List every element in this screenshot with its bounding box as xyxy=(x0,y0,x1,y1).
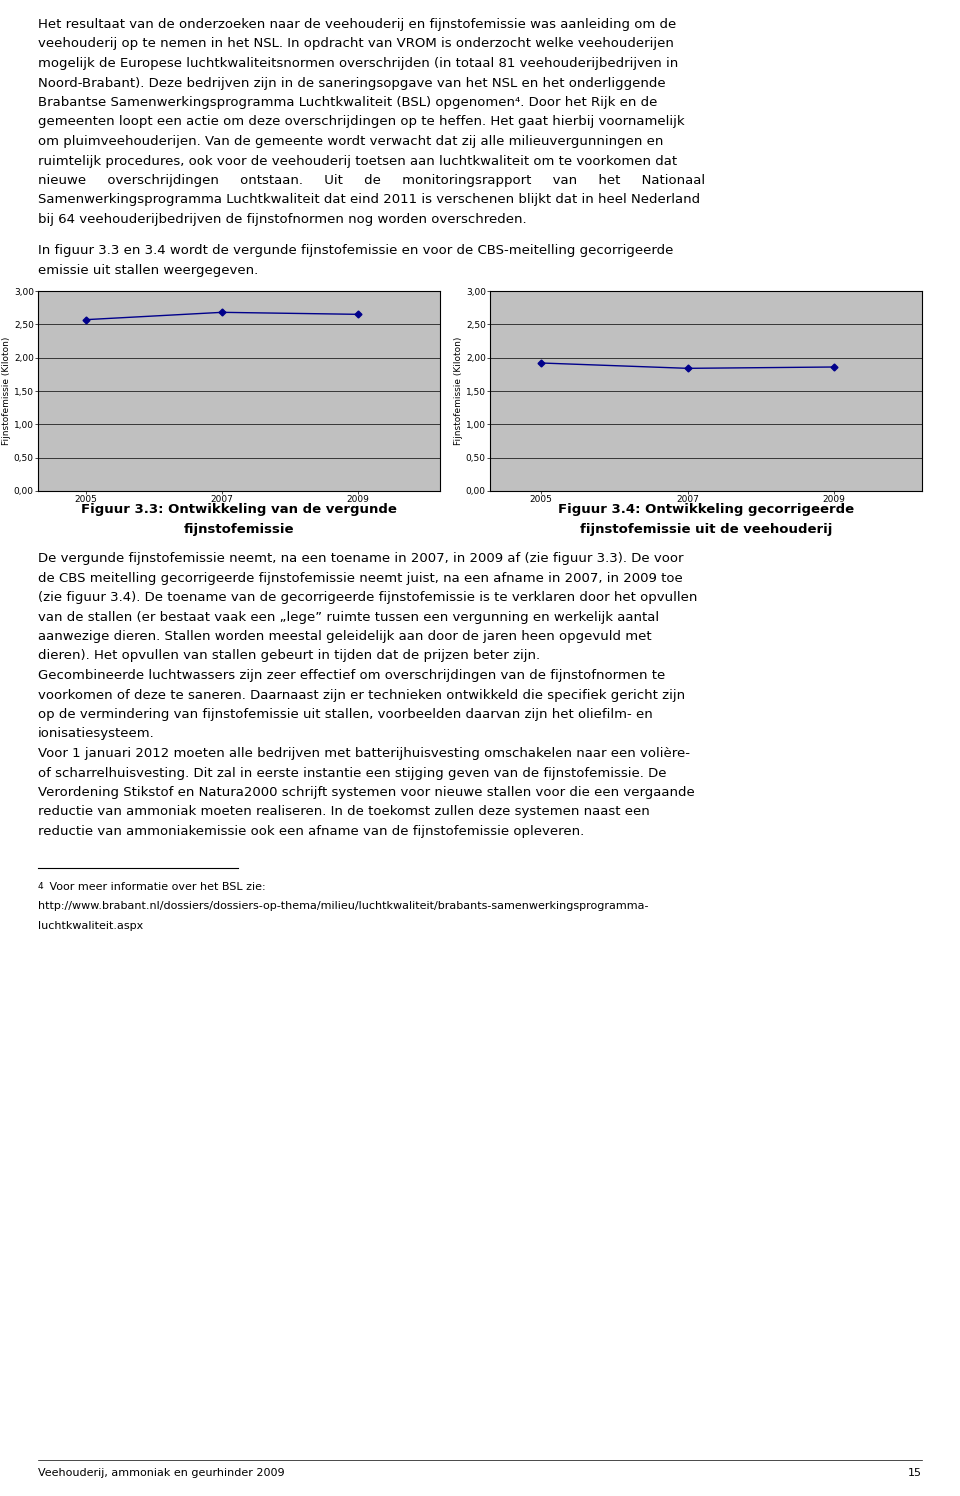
Text: http://www.brabant.nl/dossiers/dossiers-op-thema/milieu/luchtkwaliteit/brabants-: http://www.brabant.nl/dossiers/dossiers-… xyxy=(38,902,649,911)
Text: dieren). Het opvullen van stallen gebeurt in tijden dat de prijzen beter zijn.: dieren). Het opvullen van stallen gebeur… xyxy=(38,649,540,663)
Text: ionisatiesysteem.: ionisatiesysteem. xyxy=(38,727,155,741)
Text: aanwezige dieren. Stallen worden meestal geleidelijk aan door de jaren heen opge: aanwezige dieren. Stallen worden meestal… xyxy=(38,630,652,643)
Text: of scharrelhuisvesting. Dit zal in eerste instantie een stijging geven van de fi: of scharrelhuisvesting. Dit zal in eerst… xyxy=(38,766,666,779)
Text: Samenwerkingsprogramma Luchtkwaliteit dat eind 2011 is verschenen blijkt dat in : Samenwerkingsprogramma Luchtkwaliteit da… xyxy=(38,193,700,206)
Text: 15: 15 xyxy=(908,1468,922,1478)
Text: (zie figuur 3.4). De toename van de gecorrigeerde fijnstofemissie is te verklare: (zie figuur 3.4). De toename van de geco… xyxy=(38,591,697,604)
Text: nieuwe     overschrijdingen     ontstaan.     Uit     de     monitoringsrapport : nieuwe overschrijdingen ontstaan. Uit de… xyxy=(38,174,706,187)
Text: de CBS meitelling gecorrigeerde fijnstofemissie neemt juist, na een afname in 20: de CBS meitelling gecorrigeerde fijnstof… xyxy=(38,571,683,585)
Text: om pluimveehouderijen. Van de gemeente wordt verwacht dat zij alle milieuvergunn: om pluimveehouderijen. Van de gemeente w… xyxy=(38,135,663,148)
Text: Gecombineerde luchtwassers zijn zeer effectief om overschrijdingen van de fijnst: Gecombineerde luchtwassers zijn zeer eff… xyxy=(38,669,665,682)
Text: Figuur 3.3: Ontwikkeling van de vergunde: Figuur 3.3: Ontwikkeling van de vergunde xyxy=(81,503,396,516)
Text: emissie uit stallen weergegeven.: emissie uit stallen weergegeven. xyxy=(38,263,258,277)
Y-axis label: Fijnstofemissie (Kiloton): Fijnstofemissie (Kiloton) xyxy=(2,337,12,446)
Text: fijnstofemissie uit de veehouderij: fijnstofemissie uit de veehouderij xyxy=(580,522,832,536)
Text: veehouderij op te nemen in het NSL. In opdracht van VROM is onderzocht welke vee: veehouderij op te nemen in het NSL. In o… xyxy=(38,37,674,51)
Text: luchtkwaliteit.aspx: luchtkwaliteit.aspx xyxy=(38,922,143,931)
Text: bij 64 veehouderijbedrijven de fijnstofnormen nog worden overschreden.: bij 64 veehouderijbedrijven de fijnstofn… xyxy=(38,212,527,226)
Text: reductie van ammoniakemissie ook een afname van de fijnstofemissie opleveren.: reductie van ammoniakemissie ook een afn… xyxy=(38,824,585,838)
Text: van de stallen (er bestaat vaak een „lege” ruimte tussen een vergunning en werke: van de stallen (er bestaat vaak een „leg… xyxy=(38,610,660,624)
Text: mogelijk de Europese luchtkwaliteitsnormen overschrijden (in totaal 81 veehouder: mogelijk de Europese luchtkwaliteitsnorm… xyxy=(38,57,679,70)
Text: In figuur 3.3 en 3.4 wordt de vergunde fijnstofemissie en voor de CBS-meitelling: In figuur 3.3 en 3.4 wordt de vergunde f… xyxy=(38,244,673,257)
Text: op de vermindering van fijnstofemissie uit stallen, voorbeelden daarvan zijn het: op de vermindering van fijnstofemissie u… xyxy=(38,708,653,721)
Text: Voor meer informatie over het BSL zie:: Voor meer informatie over het BSL zie: xyxy=(46,883,266,892)
Text: gemeenten loopt een actie om deze overschrijdingen op te heffen. Het gaat hierbi: gemeenten loopt een actie om deze oversc… xyxy=(38,115,684,129)
Text: Figuur 3.4: Ontwikkeling gecorrigeerde: Figuur 3.4: Ontwikkeling gecorrigeerde xyxy=(558,503,854,516)
Text: fijnstofemissie: fijnstofemissie xyxy=(183,522,295,536)
Text: Veehouderij, ammoniak en geurhinder 2009: Veehouderij, ammoniak en geurhinder 2009 xyxy=(38,1468,284,1478)
Text: Brabantse Samenwerkingsprogramma Luchtkwaliteit (BSL) opgenomen⁴. Door het Rijk : Brabantse Samenwerkingsprogramma Luchtkw… xyxy=(38,96,658,109)
Text: reductie van ammoniak moeten realiseren. In de toekomst zullen deze systemen naa: reductie van ammoniak moeten realiseren.… xyxy=(38,805,650,818)
Text: Het resultaat van de onderzoeken naar de veehouderij en fijnstofemissie was aanl: Het resultaat van de onderzoeken naar de… xyxy=(38,18,676,31)
Text: ruimtelijk procedures, ook voor de veehouderij toetsen aan luchtkwaliteit om te : ruimtelijk procedures, ook voor de veeho… xyxy=(38,154,677,168)
Text: De vergunde fijnstofemissie neemt, na een toename in 2007, in 2009 af (zie figuu: De vergunde fijnstofemissie neemt, na ee… xyxy=(38,552,684,565)
Text: Verordening Stikstof en Natura2000 schrijft systemen voor nieuwe stallen voor di: Verordening Stikstof en Natura2000 schri… xyxy=(38,785,695,799)
Text: voorkomen of deze te saneren. Daarnaast zijn er technieken ontwikkeld die specif: voorkomen of deze te saneren. Daarnaast … xyxy=(38,688,685,702)
Y-axis label: Fijnstofemissie (Kiloton): Fijnstofemissie (Kiloton) xyxy=(454,337,463,446)
Text: Voor 1 januari 2012 moeten alle bedrijven met batterijhuisvesting omschakelen na: Voor 1 januari 2012 moeten alle bedrijve… xyxy=(38,747,690,760)
Text: Noord-Brabant). Deze bedrijven zijn in de saneringsopgave van het NSL en het ond: Noord-Brabant). Deze bedrijven zijn in d… xyxy=(38,76,665,90)
Text: 4: 4 xyxy=(38,883,43,892)
